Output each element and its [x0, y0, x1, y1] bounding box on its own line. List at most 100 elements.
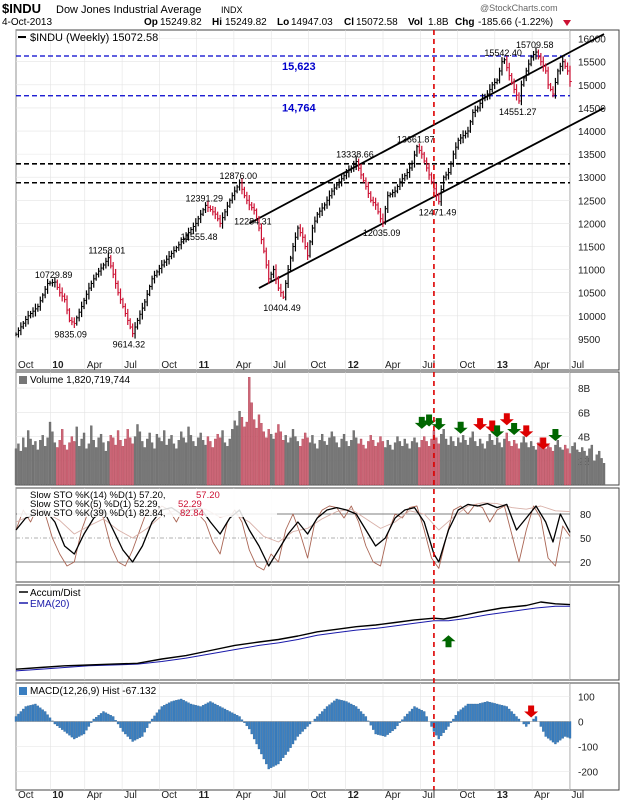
chart-layer: 9500100001050011000115001200012500130001… — [14, 29, 620, 801]
bottom-x-tick: Oct — [310, 790, 326, 800]
macd-hist-bar — [512, 713, 516, 722]
volume-bar — [107, 441, 110, 486]
macd-hist-bar — [478, 703, 482, 722]
volume-bar — [406, 443, 409, 486]
bottom-x-tick: Apr — [534, 790, 550, 800]
macd-hist-bar — [389, 721, 392, 733]
macd-hist-bar — [172, 700, 176, 722]
macd-hist-bar — [92, 718, 95, 722]
macd-hist-bar — [129, 721, 132, 740]
volume-bar — [126, 429, 129, 486]
macd-hist-bar — [218, 706, 222, 722]
header-open-label: Op — [144, 17, 158, 28]
volume-bar — [95, 447, 98, 486]
volume-bar — [320, 433, 324, 486]
price-x-tick: Jul — [571, 360, 584, 371]
macd-hist-bar — [320, 711, 324, 722]
volume-bar — [294, 436, 297, 486]
bottom-x-tick: Oct — [460, 790, 476, 800]
macd-hist-bar — [498, 704, 501, 722]
macd-hist-bar — [318, 713, 321, 722]
macd-hist-bar — [136, 721, 139, 740]
macd-hist-bar — [474, 703, 477, 722]
volume-bar — [420, 440, 423, 486]
bottom-x-tick: Jul — [124, 790, 137, 800]
macd-hist-bar — [284, 721, 287, 755]
macd-hist-bar — [488, 701, 491, 722]
volume-bar — [476, 446, 479, 486]
macd-hist-bar — [223, 708, 227, 722]
macd-hist-bar — [359, 711, 363, 722]
volume-bar — [464, 440, 467, 486]
macd-hist-bar — [355, 706, 358, 722]
header-vol: 1.8B — [428, 17, 449, 28]
volume-bar — [289, 437, 292, 486]
volume-bar — [551, 450, 555, 486]
volume-bar — [216, 433, 219, 486]
volume-bar — [330, 431, 334, 486]
channel-lower-line — [258, 107, 605, 289]
volume-bar — [155, 433, 159, 486]
volume-bar — [355, 437, 358, 486]
macd-y-tick: 100 — [578, 693, 595, 704]
volume-bar — [299, 446, 302, 486]
volume-bar — [99, 433, 103, 486]
sto-y-tick: 80 — [580, 510, 592, 521]
volume-bar — [170, 435, 173, 486]
macd-hist-bar — [381, 721, 385, 737]
macd-hist-bar — [73, 721, 76, 740]
price-annotation: 9614.32 — [113, 340, 146, 350]
macd-hist-bar — [75, 721, 78, 738]
volume-bar — [63, 444, 66, 486]
macd-hist-bar — [68, 721, 71, 736]
macd-hist-bar — [255, 721, 258, 745]
volume-bar — [291, 429, 295, 486]
price-annotation: 12284.31 — [234, 216, 272, 226]
volume-bar — [403, 438, 406, 486]
macd-legend-swatch — [19, 687, 27, 695]
volume-bar — [597, 450, 601, 486]
macd-hist-bar — [493, 703, 496, 722]
macd-hist-bar — [330, 702, 334, 722]
macd-hist-bar — [245, 721, 248, 727]
macd-hist-bar — [362, 713, 365, 722]
macd-hist-bar — [24, 706, 27, 722]
volume-bar — [352, 430, 355, 486]
volume-bar — [568, 453, 572, 486]
volume-bar — [367, 441, 370, 486]
volume-arrow-green — [431, 418, 446, 431]
volume-bar — [493, 444, 496, 486]
volume-bar — [180, 431, 183, 486]
macd-hist-bar — [323, 708, 326, 722]
volume-bar — [474, 441, 477, 486]
macd-hist-bar — [563, 721, 567, 737]
macd-hist-bar — [376, 721, 380, 735]
macd-hist-bar — [554, 721, 557, 745]
volume-bar — [566, 448, 569, 486]
macd-hist-bar — [379, 721, 382, 736]
volume-bar — [454, 446, 457, 486]
macd-hist-bar — [260, 721, 263, 755]
macd-hist-bar — [228, 711, 231, 722]
volume-bar — [92, 440, 95, 486]
volume-legend-swatch — [19, 376, 27, 384]
macd-hist-bar — [272, 721, 275, 767]
macd-hist-bar — [454, 715, 457, 722]
macd-hist-bar — [216, 705, 219, 722]
volume-bar — [423, 436, 426, 486]
macd-hist-bar — [34, 703, 37, 722]
macd-hist-bar — [158, 709, 161, 722]
macd-hist-bar — [19, 711, 23, 722]
volume-bar — [534, 449, 538, 486]
volume-bar — [537, 442, 540, 486]
volume-bar — [85, 448, 88, 486]
macd-hist-bar — [262, 721, 266, 760]
macd-hist-bar — [522, 721, 525, 725]
macd-hist-bar — [109, 715, 112, 722]
volume-bar — [457, 437, 460, 486]
volume-bar — [160, 441, 163, 486]
volume-y-tick: 6B — [578, 408, 591, 419]
price-x-tick: Oct — [18, 360, 34, 371]
macd-hist-bar — [289, 721, 292, 748]
bottom-x-tick: Apr — [385, 790, 401, 800]
